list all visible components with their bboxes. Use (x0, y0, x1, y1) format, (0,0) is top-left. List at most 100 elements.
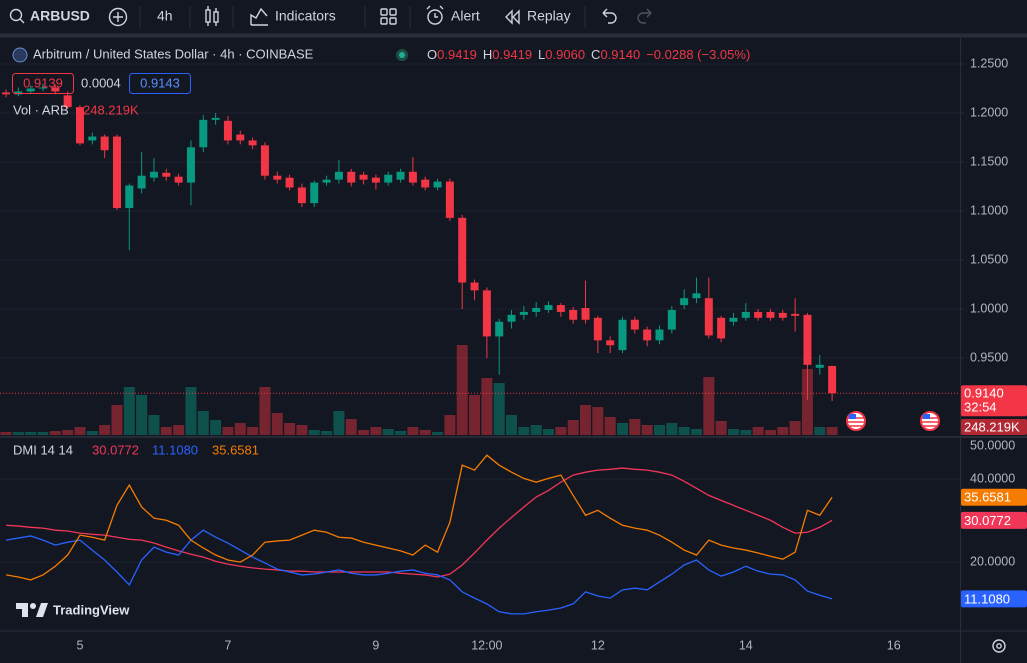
dmi-legend-value: 30.0772 (92, 442, 139, 457)
y-tick-label: 1.1000 (970, 203, 1008, 217)
event-flag[interactable] (846, 411, 866, 431)
dmi-line (5, 467, 833, 578)
candle-body (791, 313, 800, 316)
volume-bar (210, 420, 222, 435)
volume-bar (197, 411, 209, 435)
indicators-label: Indicators (275, 8, 336, 24)
volume-bar (715, 421, 727, 435)
volume-bar (727, 429, 739, 435)
volume-bar (666, 423, 678, 435)
volume-bar (580, 405, 592, 435)
readout-key: O (427, 47, 437, 62)
candle-body (223, 120, 232, 141)
candle-body (248, 140, 257, 146)
volume-bar (764, 430, 776, 435)
candle-body (470, 282, 479, 291)
candle-body (754, 311, 763, 318)
candle-body (26, 88, 35, 92)
layout-button[interactable] (380, 8, 397, 25)
candle-body (322, 179, 331, 183)
ask-box[interactable] (129, 73, 191, 94)
redo-button[interactable] (637, 8, 652, 24)
chart-title: Arbitrum / United States Dollar · 4h · C… (33, 46, 314, 61)
volume-bar (271, 413, 283, 435)
volume-bar (740, 430, 752, 435)
volume-bar (345, 419, 357, 435)
logo-mark-dot (30, 603, 36, 609)
interval-button[interactable]: 4h (157, 8, 173, 24)
volume-bar (296, 425, 308, 435)
candle-body (63, 95, 72, 108)
settings-button[interactable] (992, 639, 1006, 653)
candle-body (778, 312, 787, 318)
dmi-legend-value: 35.6581 (212, 442, 259, 457)
readout-value: 0.9140 (600, 47, 640, 62)
volume-badge: 248.219K (964, 419, 1020, 434)
volume-bar (173, 425, 185, 435)
candle-body (359, 174, 368, 180)
volume-bar (333, 411, 345, 435)
alert-button[interactable]: Alert (426, 5, 480, 25)
y-tick-label: 0.9500 (970, 350, 1008, 364)
compare-button[interactable] (108, 7, 128, 27)
y-tick-label: 1.0000 (970, 301, 1008, 315)
candle-body (458, 217, 467, 283)
ask-price: 0.9143 (140, 75, 180, 90)
event-flag[interactable] (920, 411, 940, 431)
y-tick-label: 20.0000 (970, 554, 1015, 568)
volume-bar (456, 345, 468, 435)
replay-button[interactable]: Replay (505, 8, 571, 25)
candle-body (569, 309, 578, 320)
chart-type-button[interactable] (205, 6, 219, 26)
candle-body (433, 181, 442, 188)
volume-bar (247, 427, 259, 435)
volume-bar (419, 430, 431, 435)
volume-badge-bg (961, 419, 1027, 435)
volume-bar (604, 417, 616, 435)
volume-bar (37, 432, 49, 435)
volume-bar (518, 427, 530, 435)
candle-body (680, 298, 689, 306)
volume-bar (0, 432, 12, 435)
volume-bar (703, 377, 715, 435)
candle-body (717, 317, 726, 339)
candle-body (260, 145, 269, 176)
volume-bar (752, 427, 764, 435)
candle-body (137, 175, 146, 189)
volume-bar (530, 425, 542, 435)
candle-body (556, 305, 565, 312)
volume-bar (801, 369, 813, 435)
bid-box[interactable] (12, 73, 74, 94)
search-icon-handle (19, 18, 25, 24)
search-icon (9, 8, 23, 22)
candle-body (211, 117, 220, 120)
volume-bar (308, 430, 320, 435)
candle-body (112, 136, 121, 209)
x-tick-label: 9 (372, 638, 379, 652)
symbol-logo (12, 47, 28, 63)
candle-body (2, 92, 10, 95)
candle-body (815, 364, 824, 368)
volume-bar (321, 431, 333, 435)
candle-body (828, 365, 837, 394)
x-tick-label: 5 (77, 638, 84, 652)
symbol-search[interactable]: ARBUSD (9, 8, 90, 24)
volume-bar (567, 420, 579, 435)
volume-bar (826, 426, 838, 435)
readout-key: L (538, 47, 545, 62)
grid-icon (380, 17, 388, 25)
volume-bar (777, 427, 789, 435)
undo-button[interactable] (602, 8, 617, 24)
candle-body (704, 298, 713, 336)
volume-bar (12, 432, 24, 435)
replay-label: Replay (527, 8, 571, 24)
candle-body (162, 172, 171, 177)
volume-bar (358, 430, 370, 435)
candle-body (186, 147, 195, 183)
volume-bar (629, 419, 641, 435)
indicators-button[interactable]: Indicators (250, 8, 336, 26)
readout-value: 0.9419 (437, 47, 477, 62)
alert-icon-hands (426, 5, 444, 18)
candle-body (655, 329, 664, 341)
